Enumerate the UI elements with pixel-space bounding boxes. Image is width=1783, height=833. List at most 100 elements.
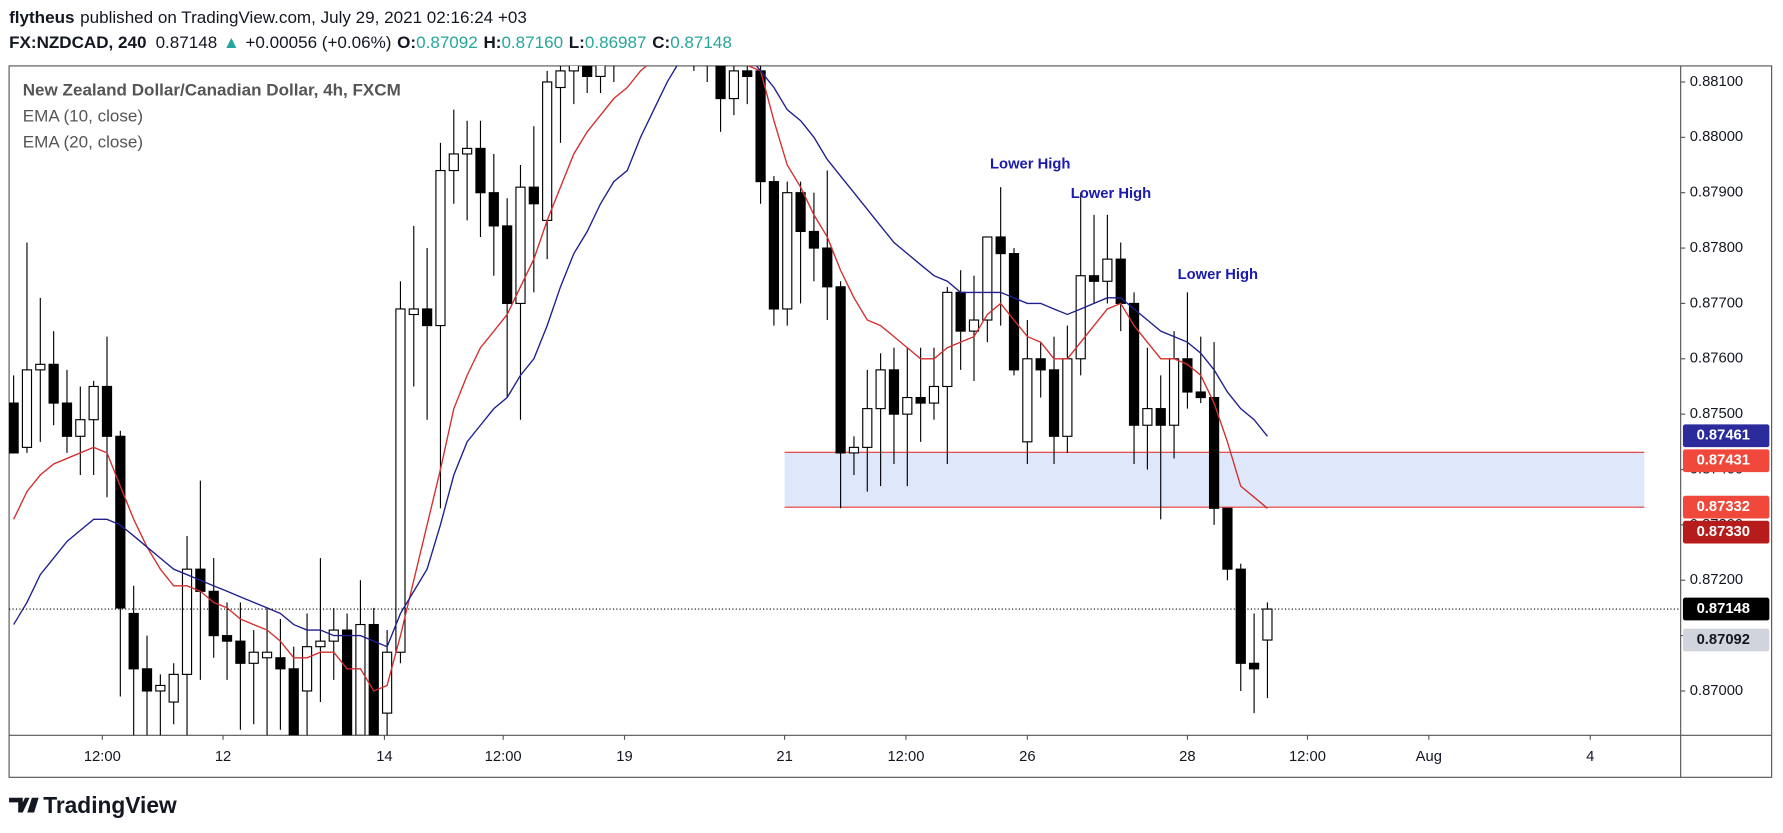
candle-body <box>875 369 886 410</box>
candle-body <box>462 147 473 155</box>
candle-body <box>88 385 99 421</box>
candle-body <box>261 651 273 659</box>
x-tick-label: 12:00 <box>485 749 522 765</box>
x-tick-label: 12 <box>215 749 231 765</box>
price-label: 0.87332 <box>1697 499 1750 515</box>
y-tick-label: 0.87900 <box>1690 185 1743 201</box>
y-tick-label: 0.88000 <box>1690 129 1743 145</box>
candle-body <box>595 65 606 78</box>
candle-body <box>422 308 433 327</box>
candle-body <box>982 236 993 321</box>
symbol-line: FX:NZDCAD, 240 0.87148 ▲ +0.00056 (+0.06%) O… <box>9 33 732 52</box>
candle-body <box>448 153 459 172</box>
candle-body <box>75 419 86 437</box>
candle-body <box>848 446 860 454</box>
ohlc-value: 0.86987 <box>585 33 647 52</box>
candle-body <box>742 70 753 78</box>
candle-body <box>1182 358 1193 393</box>
x-tick-label: 28 <box>1179 749 1195 765</box>
candle-body <box>288 668 299 736</box>
candle-body <box>1022 358 1033 443</box>
price-label-bg <box>1682 449 1770 473</box>
candle-body <box>381 651 393 714</box>
x-tick-label: 14 <box>376 749 392 765</box>
candle-body <box>928 385 940 404</box>
candle-body <box>1262 608 1273 641</box>
candle-body <box>649 0 658 4</box>
candle-body <box>21 369 33 448</box>
y-tick-label: 0.87600 <box>1690 351 1743 367</box>
x-tick-label: 26 <box>1019 749 1035 765</box>
candle-body <box>435 169 446 327</box>
candle-body <box>528 186 539 205</box>
candle-body <box>1062 358 1073 437</box>
ohlc-key: O: <box>397 33 416 52</box>
published: published on TradingView.com, July 29, 2… <box>80 8 527 27</box>
change: +0.00056 (+0.06%) <box>245 33 391 52</box>
candle-body <box>808 230 820 249</box>
candle-body <box>35 363 46 371</box>
candle-body <box>1195 391 1206 399</box>
candle-body <box>542 81 553 221</box>
candle-body <box>582 65 593 78</box>
last: 0.87148 <box>156 33 218 52</box>
candle-body <box>782 192 793 310</box>
price-label: 0.87330 <box>1697 524 1750 540</box>
price-label: 0.87092 <box>1697 632 1750 648</box>
candle-body <box>902 396 913 415</box>
candle-body <box>955 291 966 332</box>
candle-body <box>915 396 926 404</box>
ohlc-key: C: <box>652 33 670 52</box>
symbol: FX:NZDCAD, 240 <box>9 33 146 52</box>
y-tick-label: 0.88100 <box>1690 74 1743 90</box>
x-tick-label: 12:00 <box>1289 749 1326 765</box>
candle-body <box>168 673 179 703</box>
candle-body <box>275 657 286 670</box>
legend-entry: EMA (20, close) <box>23 133 143 152</box>
candle-body <box>128 612 139 670</box>
candle-body <box>1008 253 1020 371</box>
x-tick-label: 19 <box>616 749 632 765</box>
price-label: 0.87148 <box>1697 601 1750 617</box>
y-tick-label: 0.87000 <box>1690 683 1743 699</box>
candle-body <box>888 369 900 415</box>
footer-brand: TradingView <box>43 792 177 818</box>
candle-body <box>1248 662 1260 670</box>
candle-body <box>1088 275 1100 282</box>
x-tick-label: 4 <box>1586 749 1594 765</box>
candle-body <box>475 147 486 194</box>
candle-body <box>1142 408 1153 426</box>
chart-frame <box>8 65 1773 778</box>
candle-body <box>235 640 246 664</box>
x-tick-label: 21 <box>776 749 792 765</box>
candle-body <box>9 402 19 454</box>
candle-body <box>488 192 499 227</box>
price-label-bg <box>1682 628 1770 652</box>
price-label-bg <box>1682 424 1770 448</box>
candle-body <box>248 651 259 664</box>
header-line: flytheus published on TradingView.com, Ju… <box>9 8 527 27</box>
candle-body <box>221 635 233 642</box>
ohlc-value: 0.87160 <box>501 33 563 52</box>
candle-body <box>181 568 193 675</box>
candle-body <box>208 590 219 637</box>
candle-body <box>1168 358 1180 426</box>
price-label-bg <box>1682 520 1770 544</box>
candle-body <box>341 629 353 736</box>
candle-body <box>1222 507 1233 570</box>
candle-body <box>1075 275 1086 360</box>
author: flytheus <box>9 8 74 27</box>
annotation: Lower High <box>990 157 1070 173</box>
x-tick-label: Aug <box>1416 749 1442 765</box>
candle-body <box>968 319 980 332</box>
price-label: 0.87461 <box>1697 428 1750 444</box>
candle-body <box>408 308 419 316</box>
annotation: Lower High <box>1071 186 1151 202</box>
candle-body <box>48 363 59 404</box>
x-tick-label: 12:00 <box>84 749 121 765</box>
ohlc-key: H: <box>483 33 501 52</box>
candle-body <box>502 225 513 304</box>
candle-body <box>822 247 833 288</box>
chart-title: New Zealand Dollar/Canadian Dollar, 4h, … <box>23 80 401 99</box>
